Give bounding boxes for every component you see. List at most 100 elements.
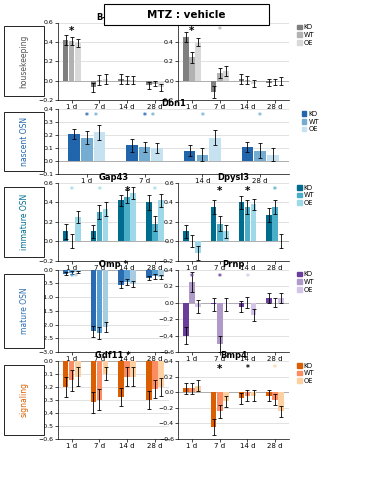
FancyBboxPatch shape: [104, 4, 269, 25]
Y-axis label: Δ log copy #: Δ log copy #: [31, 380, 36, 420]
Bar: [183, 232, 189, 241]
Bar: [195, 241, 201, 253]
Title: Dpysl3: Dpysl3: [217, 173, 250, 182]
Bar: [131, 192, 136, 241]
Bar: [183, 302, 189, 336]
Title: Gdf11 *: Gdf11 *: [95, 351, 131, 360]
Bar: [94, 132, 105, 161]
Text: *: *: [97, 186, 101, 195]
Text: *: *: [218, 273, 222, 282]
Bar: [209, 138, 221, 161]
Bar: [146, 80, 151, 86]
Title: Ef1a: Ef1a: [223, 12, 244, 22]
Bar: [223, 71, 229, 81]
Bar: [91, 80, 96, 87]
Bar: [184, 150, 195, 161]
Bar: [131, 361, 136, 376]
Bar: [211, 207, 216, 241]
Bar: [272, 207, 278, 241]
Text: *: *: [258, 112, 262, 120]
Legend: KO, WT, OE: KO, WT, OE: [297, 24, 314, 46]
Text: *: *: [85, 112, 89, 120]
Bar: [103, 209, 108, 241]
Bar: [158, 361, 164, 387]
FancyBboxPatch shape: [4, 26, 44, 96]
Bar: [124, 361, 130, 376]
Text: *: *: [151, 112, 155, 120]
Bar: [239, 392, 244, 398]
Bar: [152, 80, 158, 84]
Bar: [266, 80, 272, 82]
Bar: [158, 80, 164, 87]
Bar: [124, 270, 130, 282]
Bar: [69, 41, 75, 80]
Bar: [91, 270, 96, 332]
Bar: [217, 224, 223, 241]
Bar: [189, 58, 195, 80]
Text: *: *: [70, 273, 73, 282]
Bar: [151, 148, 163, 161]
Legend: KO, WT, OE: KO, WT, OE: [297, 363, 314, 384]
Bar: [223, 392, 229, 402]
Text: *: *: [125, 186, 130, 196]
Bar: [239, 302, 244, 306]
FancyBboxPatch shape: [4, 187, 44, 256]
Bar: [195, 302, 201, 306]
Text: *: *: [245, 364, 250, 373]
Bar: [272, 392, 278, 400]
Bar: [223, 302, 229, 304]
Text: *: *: [70, 186, 73, 195]
Bar: [118, 200, 124, 241]
Text: *: *: [69, 26, 74, 36]
Bar: [63, 40, 68, 80]
FancyBboxPatch shape: [4, 112, 44, 171]
Bar: [97, 270, 102, 333]
Bar: [266, 392, 272, 396]
Bar: [242, 146, 253, 161]
Title: Gap43: Gap43: [98, 173, 128, 182]
Bar: [103, 78, 108, 80]
Bar: [118, 78, 124, 80]
Text: mature OSN: mature OSN: [20, 288, 29, 334]
Text: signaling: signaling: [20, 382, 29, 418]
Bar: [146, 270, 151, 278]
Bar: [195, 386, 201, 392]
Bar: [267, 154, 279, 161]
Title: Omp *: Omp *: [99, 260, 128, 268]
Bar: [251, 204, 256, 241]
Bar: [152, 361, 158, 390]
Bar: [103, 361, 108, 374]
Bar: [118, 361, 124, 397]
Bar: [239, 78, 244, 80]
Text: *: *: [74, 273, 78, 282]
Bar: [158, 270, 164, 277]
Text: *: *: [273, 186, 277, 195]
Bar: [81, 138, 93, 161]
Text: *: *: [200, 112, 204, 120]
Bar: [75, 43, 81, 80]
Text: *: *: [153, 186, 157, 195]
Bar: [266, 298, 272, 302]
Text: *: *: [218, 26, 222, 35]
Bar: [118, 270, 124, 284]
Bar: [183, 37, 189, 80]
Bar: [103, 270, 108, 328]
Bar: [223, 232, 229, 241]
Bar: [266, 215, 272, 241]
Bar: [146, 361, 151, 400]
Bar: [197, 154, 208, 161]
Bar: [146, 202, 151, 241]
Text: *: *: [189, 26, 195, 36]
Bar: [245, 392, 250, 396]
Title: Bmp4: Bmp4: [220, 351, 247, 360]
Bar: [211, 80, 216, 92]
Bar: [75, 361, 81, 376]
Bar: [217, 302, 223, 344]
Bar: [183, 388, 189, 392]
Bar: [63, 232, 68, 241]
Bar: [189, 282, 195, 302]
Bar: [217, 392, 223, 411]
Bar: [97, 212, 102, 241]
Bar: [91, 361, 96, 403]
Bar: [279, 392, 284, 411]
